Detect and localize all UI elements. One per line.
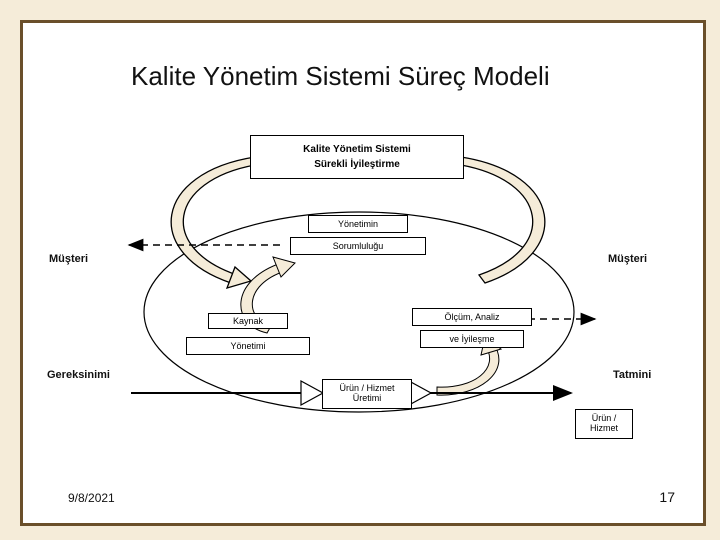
big-curve-right — [461, 157, 545, 283]
box-kaynak: Kaynak — [208, 313, 288, 329]
box-sorumlulugu: Sorumluluğu — [290, 237, 426, 255]
slide-frame: Kalite Yönetim Sistemi Süreç Modeli — [20, 20, 706, 526]
box-urun-hizmet-uretimi: Ürün / Hizmet Üretimi — [322, 379, 412, 409]
small-curve-left-head — [273, 257, 295, 277]
label-gereksinimi: Gereksinimi — [47, 369, 110, 381]
box-kalite-yonetim-sistemi: Kalite Yönetim Sistemi Sürekli İyileştir… — [250, 135, 464, 179]
box-topbox-line2: Sürekli İyileştirme — [314, 159, 400, 170]
box-sorumlulugu-text: Sorumluluğu — [333, 241, 384, 251]
box-urun-hizmet: Ürün / Hizmet — [575, 409, 633, 439]
diagram-svg — [23, 23, 703, 523]
box-yonetimin-text: Yönetimin — [338, 219, 378, 229]
box-olcum-analiz: Ölçüm, Analiz — [412, 308, 532, 326]
box-topbox-line1: Kalite Yönetim Sistemi — [303, 144, 411, 155]
slide-title: Kalite Yönetim Sistemi Süreç Modeli — [131, 61, 550, 92]
label-musteri-right: Müşteri — [608, 253, 647, 265]
solid-arrow-left-pent — [301, 381, 323, 405]
box-uh-l2: Hizmet — [590, 424, 618, 434]
footer-date: 9/8/2021 — [68, 491, 115, 505]
box-iyilesme: ve İyileşme — [420, 330, 524, 348]
solid-arrow-right-pent — [409, 381, 431, 405]
box-yonetimi: Yönetimi — [186, 337, 310, 355]
small-curve-right — [437, 343, 499, 395]
box-uhu-l2: Üretimi — [353, 394, 382, 404]
big-curve-left-head — [227, 267, 251, 288]
box-iyilesme-text: ve İyileşme — [449, 334, 494, 344]
box-olcum-text: Ölçüm, Analiz — [444, 312, 499, 322]
label-tatmini: Tatmini — [613, 369, 651, 381]
box-yonetimin: Yönetimin — [308, 215, 408, 233]
footer-page: 17 — [659, 489, 675, 505]
box-kaynak-text: Kaynak — [233, 316, 263, 326]
box-yonetimi-text: Yönetimi — [230, 341, 265, 351]
big-curve-left — [171, 157, 255, 283]
label-musteri-left: Müşteri — [49, 253, 88, 265]
